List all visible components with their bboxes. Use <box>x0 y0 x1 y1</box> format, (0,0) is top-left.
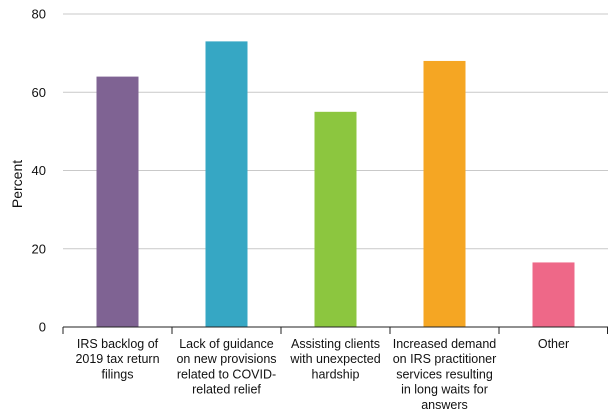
x-category-label: Assisting clients with unexpected hardship <box>289 337 380 381</box>
axes <box>62 326 608 334</box>
y-tick-label: 40 <box>32 163 46 178</box>
y-tick-label: 80 <box>32 7 46 22</box>
x-category-label: Lack of guidance on new provisions related… <box>176 337 276 397</box>
x-category-label: Other <box>538 337 569 351</box>
bar <box>423 60 466 327</box>
x-category-label: Increased demand on IRS practitioner servi… <box>393 337 497 411</box>
y-axis-title: Percent <box>9 160 25 208</box>
y-tick-label: 60 <box>32 85 46 100</box>
bar <box>314 111 357 327</box>
y-tick-label: 0 <box>39 320 46 335</box>
bar <box>532 262 575 327</box>
labels: 0 20 40 60 80 IRS backlog of 2019 tax return fi… <box>32 7 570 411</box>
x-category-label: IRS backlog of 2019 tax return filings <box>75 337 159 381</box>
bar <box>96 76 139 327</box>
bars <box>96 41 575 327</box>
y-tick-label: 20 <box>32 241 46 256</box>
bar <box>205 41 248 327</box>
